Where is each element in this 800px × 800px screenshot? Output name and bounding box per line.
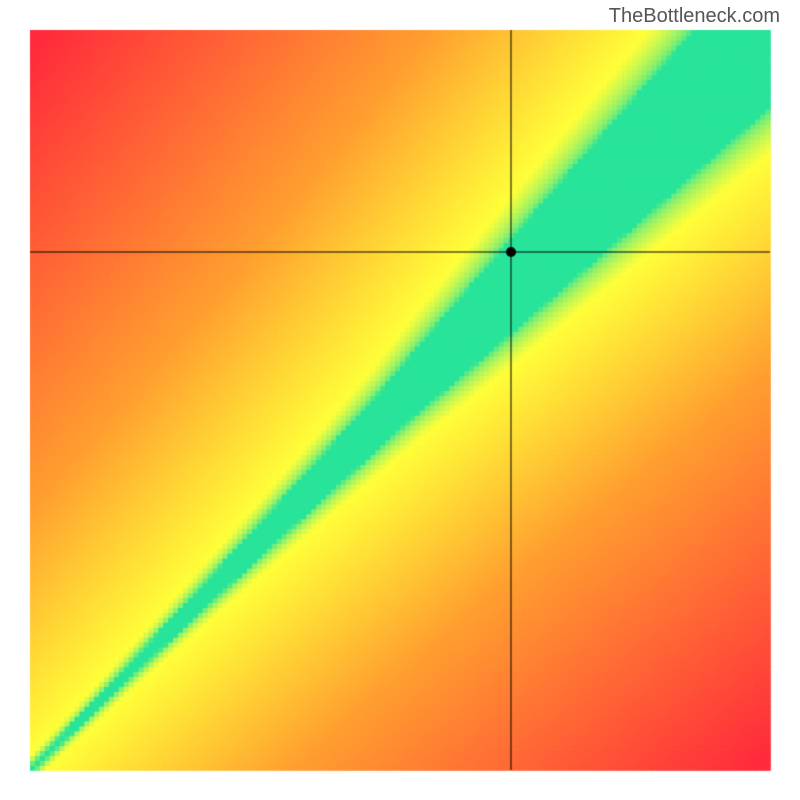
attribution-text: TheBottleneck.com (609, 5, 780, 28)
bottleneck-heatmap (0, 0, 800, 800)
chart-container: TheBottleneck.com (0, 0, 800, 800)
